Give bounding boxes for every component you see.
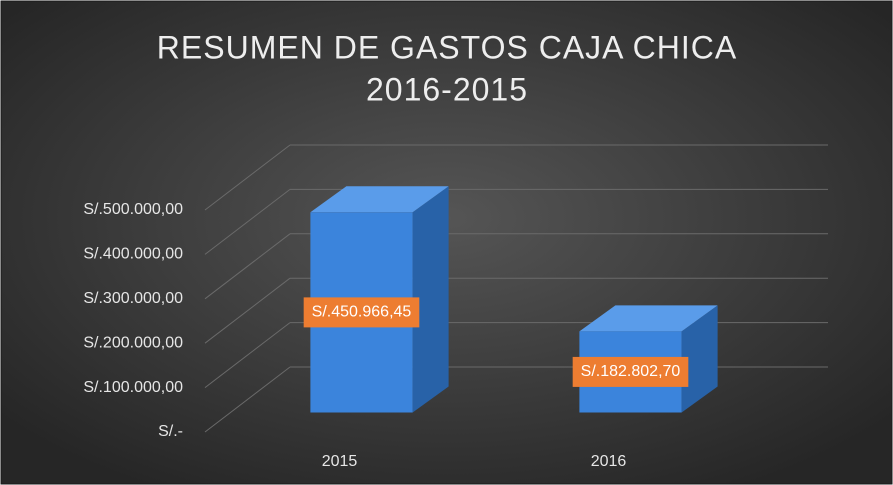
chart-title: RESUMEN DE GASTOS CAJA CHICA	[157, 29, 737, 65]
y-tick-label: S/.400.000,00	[83, 246, 183, 263]
data-label-box	[572, 356, 689, 387]
x-tick-label: 2016	[591, 453, 627, 470]
grid-line-side	[204, 233, 291, 300]
grid-line-side	[204, 189, 291, 255]
grid-line-side	[204, 277, 291, 344]
y-tick-label: S/.-	[158, 423, 183, 440]
y-tick-label: S/.200.000,00	[83, 334, 183, 351]
data-label: S/.450.966,45	[312, 304, 412, 321]
bar-side	[681, 305, 718, 413]
grid-line-side	[204, 366, 291, 433]
y-tick-label: S/.500.000,00	[83, 201, 183, 218]
bar-top	[579, 305, 718, 332]
data-label: S/.182.802,70	[581, 363, 681, 380]
y-tick-label: S/.300.000,00	[83, 290, 183, 307]
chart-subtitle: 2016-2015	[366, 71, 528, 107]
bar-top	[310, 186, 449, 213]
y-tick-label: S/.100.000,00	[83, 379, 183, 396]
data-label-box	[303, 297, 420, 328]
grid-line-side	[204, 322, 291, 388]
grid-line-side	[204, 144, 291, 211]
x-tick-label: 2015	[322, 453, 358, 470]
bar-side	[412, 186, 449, 413]
